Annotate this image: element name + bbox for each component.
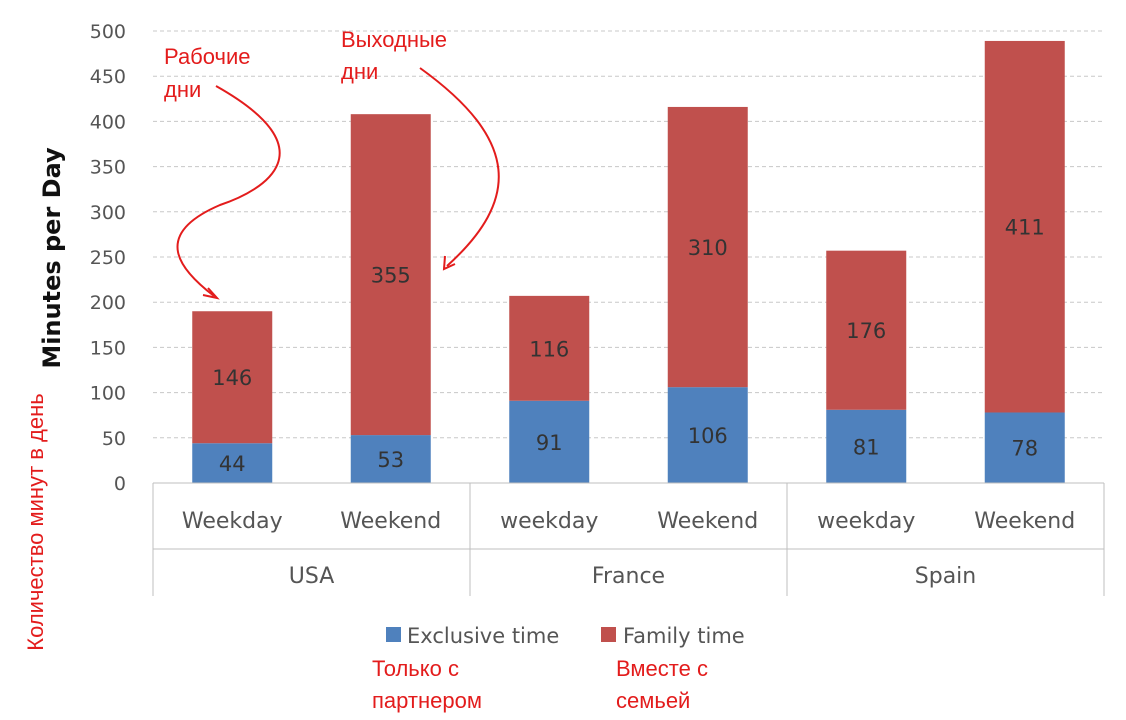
y-axis-label: Minutes per Day	[38, 147, 66, 369]
data-label: 53	[377, 448, 404, 472]
data-label: 81	[853, 435, 880, 459]
bar-segment	[984, 412, 1065, 483]
data-label: 91	[536, 431, 563, 455]
legend-swatch	[386, 627, 401, 642]
bars: 44 146 53 355 91 116 106 310 81 176 78 411	[192, 40, 1065, 483]
y-tick-label: 0	[114, 473, 126, 495]
group-label: USA	[289, 564, 335, 589]
legend-label: Family time	[623, 624, 745, 648]
weekday-arrow	[176, 85, 281, 297]
weekend-arrow	[419, 67, 500, 267]
legend-swatch	[601, 627, 616, 642]
weekday-note-line2: дни	[164, 77, 201, 102]
bar-segment	[509, 295, 590, 401]
y-tick-label: 500	[90, 21, 126, 43]
data-label: 44	[219, 452, 246, 476]
bar-segment	[984, 40, 1065, 413]
data-label: 78	[1011, 437, 1038, 461]
bar-segment	[667, 106, 748, 388]
bar-segment	[192, 311, 273, 444]
bar-segment	[350, 114, 431, 436]
x-axis: Weekday Weekend weekday Weekend weekday Weeke…	[152, 482, 1105, 596]
x-tick-label: Weekend	[340, 509, 441, 534]
y-tick-label: 150	[90, 337, 126, 359]
weekday-arrow-head	[202, 287, 220, 300]
y-tick-label: 300	[90, 202, 126, 224]
legend-label: Exclusive time	[407, 624, 559, 648]
data-label: 310	[688, 236, 728, 260]
family-note-line1: Вместе с	[616, 656, 708, 681]
x-tick-label: Weekend	[974, 509, 1075, 534]
data-label: 176	[846, 319, 886, 343]
bar-segment	[509, 400, 590, 483]
exclusive-note-line2: партнером	[372, 688, 482, 713]
y-tick-label: 100	[90, 383, 126, 405]
data-label: 411	[1005, 216, 1045, 240]
weekend-note-line2: дни	[341, 59, 378, 84]
bar-segment	[826, 409, 907, 483]
group-label: France	[592, 564, 665, 589]
weekend-arrow-head	[442, 255, 456, 271]
bar-segment	[192, 443, 273, 483]
x-tick-label: Weekend	[657, 509, 758, 534]
y-tick-label: 250	[90, 247, 126, 269]
data-label: 355	[371, 264, 411, 288]
family-note-line2: семьей	[616, 688, 690, 713]
weekend-note-line1: Выходные	[341, 27, 447, 52]
y-tick-label: 400	[90, 111, 126, 133]
data-label: 116	[529, 337, 569, 361]
group-label: Spain	[915, 564, 976, 589]
exclusive-note-line1: Только с	[372, 656, 459, 681]
x-tick-label: weekday	[500, 509, 598, 534]
y-tick-label: 50	[102, 428, 126, 450]
y-tick-label: 200	[90, 292, 126, 314]
bar-segment	[826, 250, 907, 410]
y-axis: 0 50 100 150 200 250 300 350 400 450 500	[90, 21, 126, 495]
y-tick-label: 350	[90, 157, 126, 179]
bar-segment	[667, 387, 748, 483]
gridlines	[153, 30, 1104, 439]
ylabel-translation: Количество минут в день	[23, 393, 48, 651]
weekday-note-line1: Рабочие	[164, 44, 251, 69]
x-tick-label: Weekday	[182, 509, 283, 534]
x-tick-label: weekday	[817, 509, 915, 534]
data-label: 106	[688, 424, 728, 448]
y-tick-label: 450	[90, 66, 126, 88]
data-label: 146	[212, 366, 252, 390]
legend: Exclusive time Family time	[386, 624, 745, 648]
annotations: Количество минут в день Рабочие дни Выхо…	[23, 27, 708, 713]
bar-segment	[350, 435, 431, 483]
